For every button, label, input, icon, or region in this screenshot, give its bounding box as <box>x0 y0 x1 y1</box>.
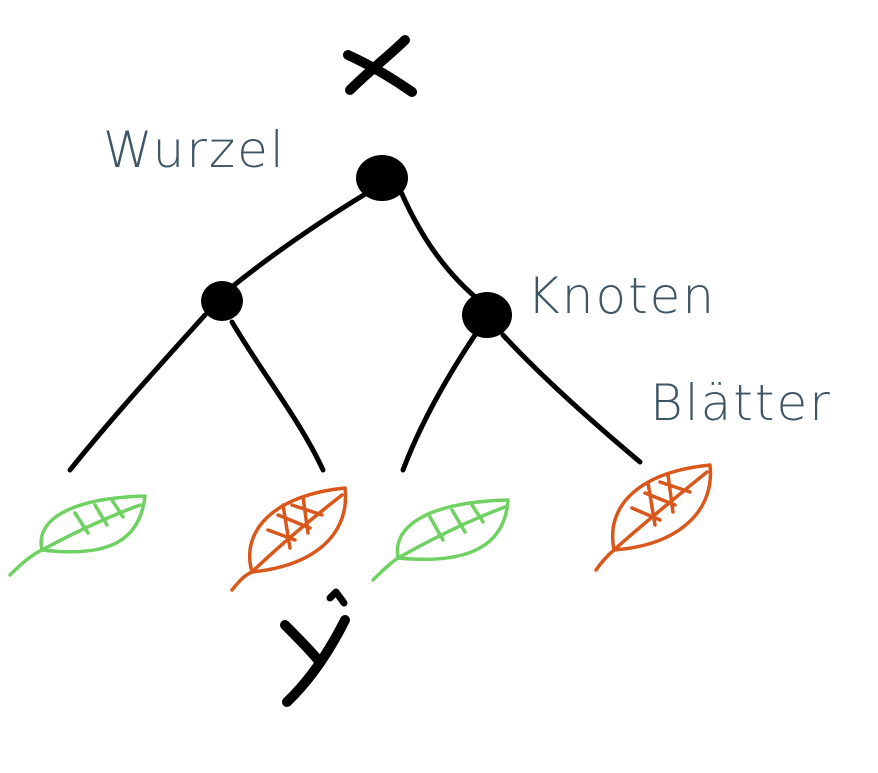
tree-nodes <box>201 155 512 338</box>
leaves-label: Blätter <box>650 374 832 432</box>
node-label: Knoten <box>527 267 716 325</box>
tree-edges <box>67 182 643 473</box>
leaf-icon <box>594 463 713 572</box>
internal-node-left <box>201 281 243 321</box>
edge-right-leaf4 <box>500 332 643 465</box>
edge-left-leaf1 <box>67 312 208 473</box>
internal-node-right <box>462 292 512 338</box>
leaf-icon <box>230 486 348 592</box>
input-symbol-x <box>343 35 417 97</box>
edge-right-leaf3 <box>400 332 478 473</box>
edge-root-left <box>219 187 375 298</box>
root-node <box>356 155 408 201</box>
leaf-icon <box>371 498 510 582</box>
root-label: Wurzel <box>103 121 286 179</box>
edge-root-right <box>395 182 488 308</box>
leaf-icon <box>8 494 147 577</box>
output-symbol-y-hat <box>280 588 350 707</box>
edge-left-leaf2 <box>229 319 326 473</box>
